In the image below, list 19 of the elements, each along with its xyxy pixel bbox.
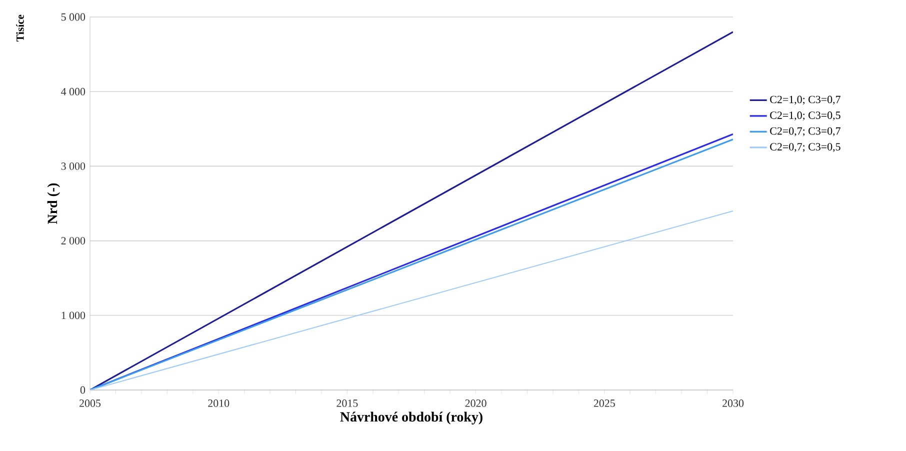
legend-label: C2=0,7; C3=0,5	[770, 143, 840, 152]
text: Tisíce	[16, 14, 24, 42]
x-tick-label: 2025	[594, 400, 615, 407]
y-axis-title: Nrd (-)	[47, 183, 60, 224]
x-tick-label: 2015	[336, 400, 358, 407]
y-tick-label: 3 000	[61, 162, 86, 170]
legend-label: C2=1,0; C3=0,5	[770, 112, 840, 121]
x-tick-label: 2005	[80, 400, 101, 407]
x-tick-label: 2030	[722, 400, 744, 407]
y-tick-label: 2 000	[61, 237, 86, 244]
legend-label: C2=1,0; C3=0,7	[770, 96, 840, 105]
y-tick-label: 5 000	[61, 13, 86, 21]
y-tick-label: 1 000	[62, 312, 86, 320]
y-tick-label: 4 000	[61, 88, 86, 96]
x-tick-label: 2020	[465, 400, 486, 407]
x-tick-label: 2010	[208, 400, 230, 407]
y-tick-label: 0	[80, 386, 86, 394]
legend-label: C2=0,7; C3=0,7	[770, 127, 840, 136]
x-axis-title: Návrhové období (roky)	[340, 412, 482, 424]
